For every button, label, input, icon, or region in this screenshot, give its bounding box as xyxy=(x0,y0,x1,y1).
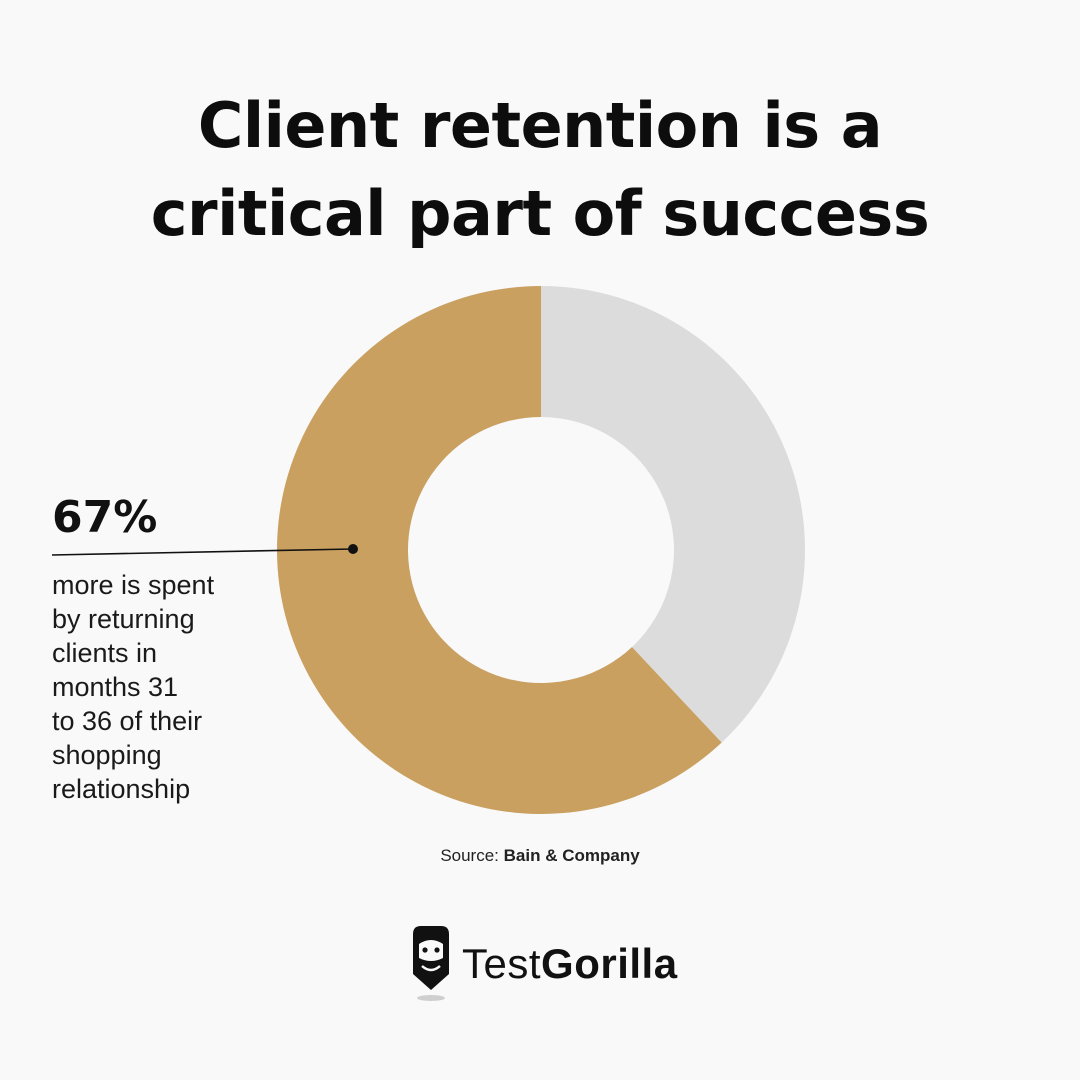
source-name: Bain & Company xyxy=(503,846,640,865)
annotation-line: relationship xyxy=(52,774,191,804)
annotation-line: months 31 xyxy=(52,672,179,702)
source-label: Source: xyxy=(440,846,499,865)
donut-slice-1 xyxy=(277,286,722,814)
annotation-line: shopping xyxy=(52,740,162,770)
annotation-line: to 36 of their xyxy=(52,706,203,736)
chart-title-line-2: critical part of success xyxy=(150,177,930,250)
chart-title-line-1: Client retention is a xyxy=(197,89,883,162)
brand-name: TestGorilla xyxy=(462,940,678,988)
annotation-line: clients in xyxy=(52,638,158,668)
annotation-description: more is spent by returning clients in mo… xyxy=(52,568,272,806)
annotation-value: 67% xyxy=(52,492,158,543)
annotation-line: by returning xyxy=(52,604,195,634)
brand-logo: TestGorilla xyxy=(410,924,678,1004)
brand-name-part-2: Gorilla xyxy=(541,940,678,987)
brand-name-part-1: Test xyxy=(462,940,542,987)
chart-title: Client retention is a critical part of s… xyxy=(0,82,1080,258)
annotation-leader-line xyxy=(51,548,354,556)
source-note: Source: Bain & Company xyxy=(0,846,1080,866)
gorilla-logo-icon xyxy=(413,926,449,1001)
donut-slice-2 xyxy=(541,286,805,743)
annotation-line: more is spent xyxy=(52,570,215,600)
annotation-dot xyxy=(348,544,358,554)
